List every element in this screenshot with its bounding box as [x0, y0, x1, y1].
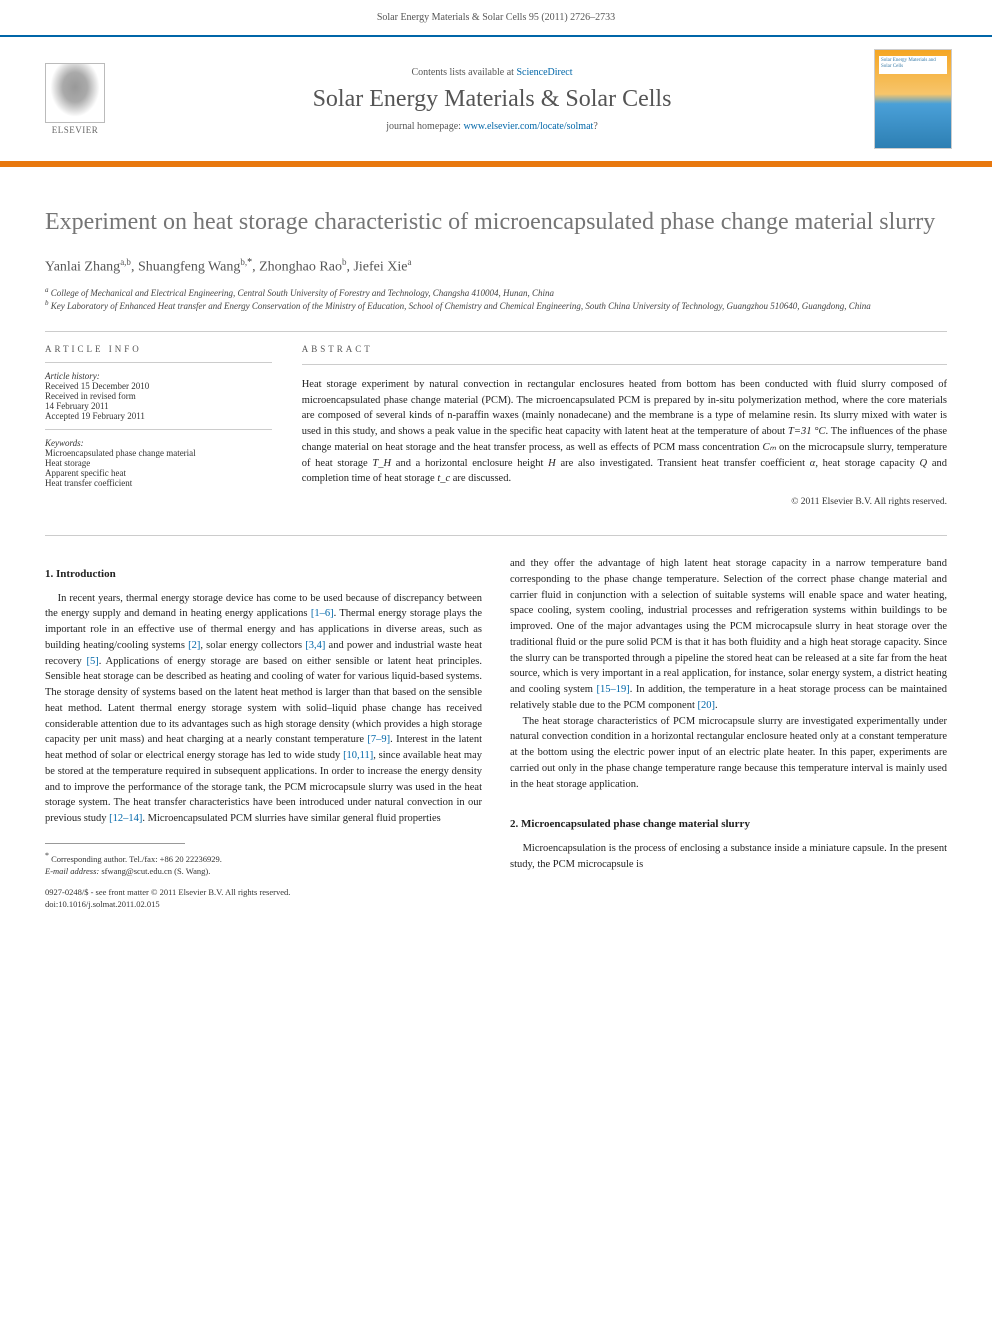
affiliation-a: a College of Mechanical and Electrical E…	[45, 286, 947, 300]
col2-paragraph-1: and they offer the advantage of high lat…	[510, 556, 947, 714]
cite-7-9[interactable]: [7–9]	[367, 734, 390, 745]
intro-heading: 1. Introduction	[45, 566, 482, 583]
author-4[interactable]: Jiefei Xie	[353, 260, 407, 275]
corr-email-link[interactable]: sfwang@scut.edu.cn	[101, 866, 172, 876]
aff-a-sup: a	[45, 286, 49, 294]
abs-t5: are also investigated. Transient heat tr…	[556, 458, 810, 469]
homepage-link[interactable]: www.elsevier.com/locate/solmat	[463, 121, 593, 132]
author-3-aff: b	[342, 257, 347, 267]
abs-temp: T=31 °C	[788, 426, 825, 437]
contents-prefix: Contents lists available at	[411, 67, 516, 78]
cite-5[interactable]: [5]	[86, 656, 98, 667]
cite-2[interactable]: [2]	[188, 640, 200, 651]
accepted-date: Accepted 19 February 2011	[45, 411, 272, 421]
elsevier-logo: ELSEVIER	[40, 59, 110, 139]
column-left: 1. Introduction In recent years, thermal…	[45, 556, 482, 911]
abs-t4: and a horizontal enclosure height	[391, 458, 548, 469]
abs-tc: t_c	[437, 473, 450, 484]
sec2-heading: 2. Microencapsulated phase change materi…	[510, 816, 947, 833]
keyword-4: Heat transfer coefficient	[45, 478, 272, 488]
received-date: Received 15 December 2010	[45, 381, 272, 391]
keyword-1: Microencapsulated phase change material	[45, 448, 272, 458]
info-divider-2	[45, 429, 272, 430]
affiliation-b: b Key Laboratory of Enhanced Heat transf…	[45, 299, 947, 313]
issn-line: 0927-0248/$ - see front matter © 2011 El…	[45, 887, 482, 899]
info-divider-1	[45, 362, 272, 363]
cite-15-19[interactable]: [15–19]	[596, 684, 629, 695]
keywords-label: Keywords:	[45, 438, 272, 448]
column-right: and they offer the advantage of high lat…	[510, 556, 947, 911]
journal-reference: Solar Energy Materials & Solar Cells 95 …	[40, 12, 952, 23]
author-list: Yanlai Zhanga,b, Shuangfeng Wangb,*, Zho…	[45, 257, 947, 276]
col2-paragraph-2: The heat storage characteristics of PCM …	[510, 714, 947, 793]
col2-1c: .	[715, 700, 718, 711]
corr-email-name: (S. Wang).	[174, 866, 210, 876]
keyword-3: Apparent specific heat	[45, 468, 272, 478]
abstract-copyright: © 2011 Elsevier B.V. All rights reserved…	[302, 497, 947, 507]
revised-date: 14 February 2011	[45, 401, 272, 411]
abs-t6: , heat storage capacity	[815, 458, 919, 469]
article-title: Experiment on heat storage characteristi…	[45, 207, 947, 237]
abs-h: H	[548, 458, 556, 469]
top-bar: Solar Energy Materials & Solar Cells 95 …	[0, 0, 992, 35]
contents-available-line: Contents lists available at ScienceDirec…	[130, 67, 854, 78]
divider-below-abstract	[45, 535, 947, 536]
doi-line: doi:10.1016/j.solmat.2011.02.015	[45, 899, 482, 911]
article-info-label: ARTICLE INFO	[45, 344, 272, 354]
abstract: ABSTRACT Heat storage experiment by natu…	[302, 344, 947, 507]
intro-1e: . Applications of energy storage are bas…	[45, 656, 482, 746]
elsevier-tree-icon	[45, 63, 105, 123]
sciencedirect-link[interactable]: ScienceDirect	[516, 67, 572, 78]
sec2-paragraph-1: Microencapsulation is the process of enc…	[510, 841, 947, 873]
cover-thumb-text: Solar Energy Materials and Solar Cells	[881, 58, 945, 69]
keyword-2: Heat storage	[45, 458, 272, 468]
cite-1-6[interactable]: [1–6]	[311, 608, 334, 619]
aff-a-text: College of Mechanical and Electrical Eng…	[51, 288, 554, 298]
main-body-columns: 1. Introduction In recent years, thermal…	[45, 556, 947, 911]
corresponding-star-icon: *	[247, 257, 252, 268]
journal-cover-thumb: Solar Energy Materials and Solar Cells	[874, 49, 952, 149]
author-1-aff: a,b	[120, 257, 131, 267]
author-3[interactable]: Zhonghao Rao	[259, 260, 342, 275]
aff-b-text: Key Laboratory of Enhanced Heat transfer…	[51, 301, 871, 311]
footnote-separator	[45, 843, 185, 844]
abstract-divider	[302, 364, 947, 365]
journal-header: ELSEVIER Contents lists available at Sci…	[0, 35, 992, 167]
corr-label: Corresponding author. Tel./fax: +86 20 2…	[51, 854, 222, 864]
intro-paragraph-1: In recent years, thermal energy storage …	[45, 591, 482, 827]
journal-title: Solar Energy Materials & Solar Cells	[130, 86, 854, 113]
cite-20[interactable]: [20]	[698, 700, 716, 711]
cite-12-14[interactable]: [12–14]	[109, 813, 142, 824]
abs-q: Q	[920, 458, 928, 469]
abs-th: T_H	[372, 458, 391, 469]
doi-block: 0927-0248/$ - see front matter © 2011 El…	[45, 887, 482, 911]
article-content: Experiment on heat storage characteristi…	[0, 167, 992, 931]
footnote-star-icon: *	[45, 851, 49, 860]
cite-10-11[interactable]: [10,11]	[343, 750, 373, 761]
homepage-prefix: journal homepage:	[386, 121, 463, 132]
abs-t8: are discussed.	[450, 473, 511, 484]
header-center: Contents lists available at ScienceDirec…	[130, 67, 854, 132]
email-label: E-mail address:	[45, 866, 99, 876]
aff-b-sup: b	[45, 299, 49, 307]
author-4-aff: a	[407, 257, 411, 267]
author-2[interactable]: Shuangfeng Wang	[138, 260, 240, 275]
info-abstract-row: ARTICLE INFO Article history: Received 1…	[45, 344, 947, 507]
intro-1c: , solar energy collectors	[200, 640, 305, 651]
homepage-line: journal homepage: www.elsevier.com/locat…	[130, 121, 854, 132]
author-1[interactable]: Yanlai Zhang	[45, 260, 120, 275]
history-label: Article history:	[45, 371, 272, 381]
elsevier-label: ELSEVIER	[52, 125, 99, 135]
intro-1h: . Microencapsulated PCM slurries have si…	[142, 813, 440, 824]
revised-label: Received in revised form	[45, 391, 272, 401]
affiliations: a College of Mechanical and Electrical E…	[45, 286, 947, 313]
corresponding-footnote: * Corresponding author. Tel./fax: +86 20…	[45, 850, 482, 878]
divider	[45, 331, 947, 332]
abstract-text: Heat storage experiment by natural conve…	[302, 377, 947, 487]
abstract-label: ABSTRACT	[302, 344, 947, 354]
cite-3-4[interactable]: [3,4]	[305, 640, 325, 651]
article-info: ARTICLE INFO Article history: Received 1…	[45, 344, 272, 507]
abs-cm: Cₘ	[762, 442, 776, 453]
col2-1a: and they offer the advantage of high lat…	[510, 558, 947, 695]
